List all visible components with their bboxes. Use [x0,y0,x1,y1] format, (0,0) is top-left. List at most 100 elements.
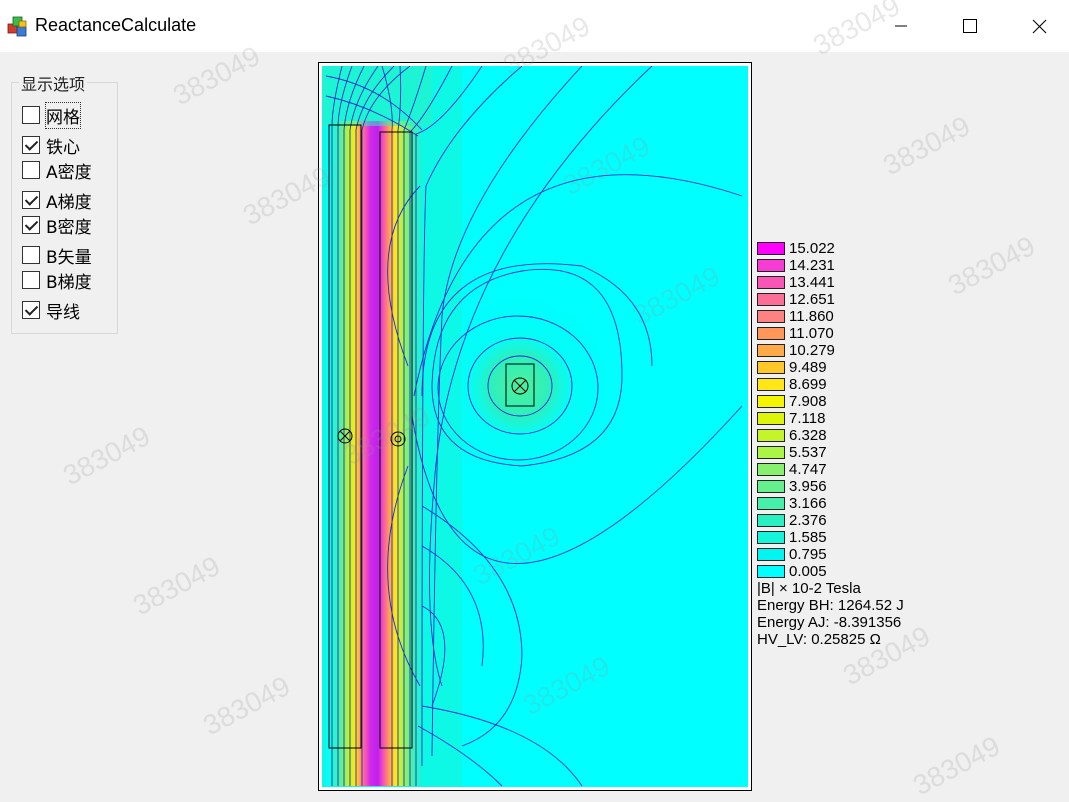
legend-swatch [757,480,785,493]
legend-swatch [757,412,785,425]
legend-swatch [757,446,785,459]
legend-value: 3.166 [789,495,827,512]
hv-winding-outline [505,363,535,407]
legend-value: 4.747 [789,461,827,478]
legend-item: 8.699 [757,376,827,393]
lv-winding-outline [379,131,413,749]
checkbox-core[interactable] [22,136,40,154]
maximize-button[interactable] [935,0,1005,52]
option-b-density-label: B密度 [46,217,92,238]
checkbox-b-vector[interactable] [22,246,40,264]
checkbox-grid[interactable] [22,106,40,124]
legend-value: 8.699 [789,376,827,393]
option-a-density[interactable]: A密度 [22,159,92,183]
legend-item: 0.005 [757,563,827,580]
watermark: 383049 [57,419,156,492]
option-wire[interactable]: 导线 [22,299,80,323]
legend-swatch [757,548,785,561]
legend-swatch [757,361,785,374]
option-core-label: 铁心 [46,137,80,158]
option-grid-label: 网格 [45,101,81,129]
core-outline [328,124,362,749]
current-in-marker-hv [511,377,529,395]
legend-item: 9.489 [757,359,827,376]
display-options-legend: 显示选项 [19,71,88,95]
legend-item: 7.118 [757,410,825,427]
legend-value: 2.376 [789,512,827,529]
option-grid[interactable]: 网格 [22,101,81,129]
legend-swatch [757,327,785,340]
legend-item: 5.537 [757,444,827,461]
legend-value: 10.279 [789,342,835,359]
legend-value: 3.956 [789,478,827,495]
legend-unit: |B| × 10-2 Tesla [757,580,861,597]
legend-swatch [757,276,785,289]
option-core[interactable]: 铁心 [22,134,80,158]
legend-item: 15.022 [757,240,835,257]
legend-value: 0.795 [789,546,827,563]
field-plot[interactable] [322,66,748,787]
legend-item: 0.795 [757,546,827,563]
checkbox-b-gradient[interactable] [22,271,40,289]
option-b-vector-label: B矢量 [46,247,92,268]
legend-swatch [757,293,785,306]
legend-item: 12.651 [757,291,835,308]
legend-value: 0.005 [789,563,827,580]
option-a-density-label: A密度 [46,162,92,183]
legend-swatch [757,514,785,527]
legend-value: 1.585 [789,529,827,546]
legend-item: 3.166 [757,495,827,512]
title-bar: ReactanceCalculate [0,0,1069,52]
legend-value: 6.328 [789,427,827,444]
watermark: 383049 [127,549,226,622]
legend-item: 3.956 [757,478,827,495]
watermark: 383049 [877,109,976,182]
legend-value: 9.489 [789,359,827,376]
legend-value: 11.070 [789,325,834,342]
option-b-density[interactable]: B密度 [22,214,92,238]
checkbox-a-gradient[interactable] [22,191,40,209]
legend-value: 7.908 [789,393,827,410]
legend-value: 13.441 [789,274,835,291]
legend-swatch [757,429,785,442]
legend-item: 1.585 [757,529,827,546]
watermark: 383049 [907,729,1006,802]
watermark: 383049 [197,669,296,742]
legend-value: 12.651 [789,291,835,308]
app-cube-icon [7,16,27,37]
legend-swatch [757,463,785,476]
minimize-icon [895,25,907,27]
legend-swatch [757,242,785,255]
legend-swatch [757,259,785,272]
core-limb-band [326,121,422,786]
legend-item: 4.747 [757,461,827,478]
option-b-vector[interactable]: B矢量 [22,244,92,268]
current-out-marker [390,431,406,447]
current-in-marker-left [337,428,353,444]
legend-item: 2.376 [757,512,827,529]
legend-item: 11.070 [757,325,834,342]
option-b-gradient[interactable]: B梯度 [22,269,92,293]
legend-swatch [757,378,785,391]
close-icon [1032,19,1046,33]
option-wire-label: 导线 [46,302,80,323]
window-title: ReactanceCalculate [35,15,197,35]
checkbox-b-density[interactable] [22,216,40,234]
option-a-gradient[interactable]: A梯度 [22,189,92,213]
legend-value: 14.231 [789,257,835,274]
legend-item: 7.908 [757,393,827,410]
minimize-button[interactable] [866,0,936,52]
legend-swatch [757,395,785,408]
close-button[interactable] [1004,0,1069,52]
maximize-icon [963,19,977,33]
legend-swatch [757,497,785,510]
legend-item: 14.231 [757,257,835,274]
energy-aj: Energy AJ: -8.391356 [757,614,902,631]
energy-bh: Energy BH: 1264.52 J [757,597,904,614]
legend-item: 10.279 [757,342,835,359]
legend-swatch [757,310,785,323]
checkbox-wire[interactable] [22,301,40,319]
legend-value: 5.537 [789,444,827,461]
checkbox-a-density[interactable] [22,161,40,179]
legend-value: 15.022 [789,240,835,257]
